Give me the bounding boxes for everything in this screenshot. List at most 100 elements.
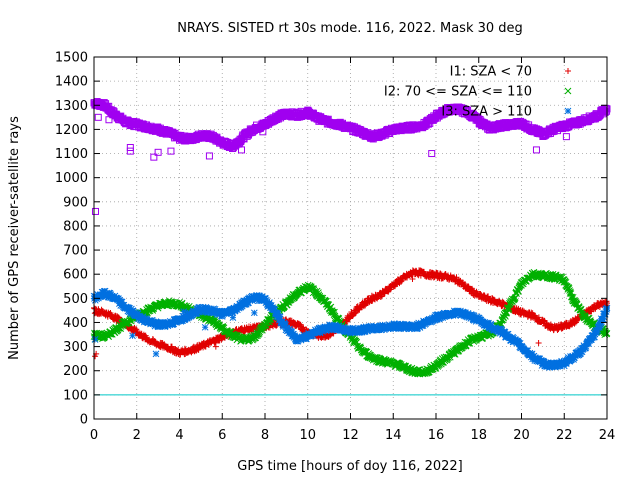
legend-marker-i1-sza-70 bbox=[565, 68, 571, 74]
data-point-i3-sza-110-outlier bbox=[152, 350, 160, 358]
x-tick-label: 22 bbox=[556, 428, 573, 443]
axis-ticks: 0100200300400500600700800900100011001200… bbox=[55, 51, 615, 444]
data-point-i2-70-sza-110 bbox=[360, 348, 368, 356]
y-tick-label: 0 bbox=[80, 413, 88, 428]
data-point-i3-sza-110 bbox=[262, 295, 269, 302]
series-all bbox=[90, 98, 611, 215]
data-point-all-outlier bbox=[105, 116, 113, 124]
data-point-i3-sza-110-outlier bbox=[91, 336, 99, 343]
y-tick-label: 1200 bbox=[55, 123, 88, 138]
x-tick-label: 0 bbox=[90, 428, 98, 443]
data-point-i3-sza-110 bbox=[516, 340, 524, 347]
y-tick-label: 1400 bbox=[55, 75, 88, 90]
data-point-i1-sza-70-outlier bbox=[535, 339, 542, 346]
legend-label-i1-sza-70: I1: SZA < 70 bbox=[450, 65, 532, 80]
y-tick-label: 100 bbox=[63, 388, 88, 403]
data-point-i3-sza-110 bbox=[597, 320, 605, 328]
data-point-all-outlier bbox=[259, 128, 267, 136]
data-point-i3-sza-110 bbox=[245, 299, 252, 307]
series-i3-sza-110 bbox=[90, 287, 611, 371]
data-point-i3-sza-110-outlier bbox=[250, 309, 258, 317]
data-point-i1-sza-70-outlier bbox=[409, 276, 416, 283]
x-tick-label: 2 bbox=[133, 428, 141, 443]
data-point-i3-sza-110 bbox=[241, 297, 248, 305]
x-tick-label: 4 bbox=[175, 428, 183, 443]
x-axis-label: GPS time [hours of doy 116, 2022] bbox=[237, 459, 462, 474]
legend-label-i2-70-sza-110: I2: 70 <= SZA <= 110 bbox=[384, 85, 532, 100]
data-point-all-outlier bbox=[532, 146, 540, 154]
y-tick-label: 300 bbox=[63, 340, 88, 355]
data-point-i3-sza-110 bbox=[600, 313, 608, 321]
data-point-i3-sza-110 bbox=[540, 358, 548, 366]
y-tick-label: 700 bbox=[63, 244, 88, 259]
data-point-all-outlier bbox=[562, 133, 570, 141]
data-point-i3-sza-110 bbox=[599, 315, 607, 323]
x-tick-label: 14 bbox=[385, 428, 402, 443]
plot-series bbox=[90, 98, 611, 378]
legend-marker-i2-70-sza-110 bbox=[564, 87, 572, 95]
x-tick-label: 18 bbox=[470, 428, 487, 443]
data-point-all-outlier bbox=[150, 153, 158, 161]
data-point-all-outlier bbox=[205, 152, 213, 160]
y-tick-label: 1300 bbox=[55, 99, 88, 114]
x-tick-label: 16 bbox=[428, 428, 445, 443]
x-tick-label: 20 bbox=[513, 428, 530, 443]
x-tick-label: 6 bbox=[218, 428, 226, 443]
data-point-all-outlier bbox=[126, 144, 134, 151]
data-point-i3-sza-110 bbox=[327, 322, 335, 329]
data-point-i3-sza-110 bbox=[601, 310, 609, 318]
data-point-all-outlier bbox=[94, 113, 102, 121]
data-point-i3-sza-110-outlier bbox=[201, 323, 209, 331]
data-point-i3-sza-110-outlier bbox=[229, 314, 237, 321]
data-point-i3-sza-110 bbox=[349, 324, 357, 332]
y-tick-label: 400 bbox=[63, 316, 88, 331]
data-point-i3-sza-110-outlier bbox=[560, 362, 568, 370]
y-axis-label: Number of GPS receiver-satellite rays bbox=[7, 116, 22, 360]
data-point-i3-sza-110 bbox=[457, 307, 464, 315]
y-tick-label: 500 bbox=[63, 292, 88, 307]
data-point-all-outlier bbox=[91, 207, 99, 215]
data-point-i2-70-sza-110 bbox=[566, 290, 574, 297]
data-point-i3-sza-110 bbox=[129, 307, 137, 315]
x-tick-label: 24 bbox=[599, 428, 616, 443]
data-point-i2-70-sza-110 bbox=[505, 306, 512, 314]
x-tick-label: 8 bbox=[261, 428, 269, 443]
data-point-all-outlier bbox=[126, 147, 134, 155]
y-tick-label: 200 bbox=[63, 364, 88, 379]
data-point-all-outlier bbox=[237, 146, 245, 154]
data-point-i3-sza-110-outlier bbox=[180, 308, 188, 315]
data-point-i3-sza-110 bbox=[390, 320, 398, 327]
data-point-i2-70-sza-110 bbox=[572, 299, 580, 306]
data-point-i3-sza-110 bbox=[282, 321, 289, 329]
y-tick-label: 1000 bbox=[55, 171, 88, 186]
data-point-all-outlier bbox=[167, 147, 175, 155]
data-point-i2-70-sza-110 bbox=[505, 305, 513, 312]
data-point-i3-sza-110-outlier bbox=[129, 332, 136, 340]
y-tick-label: 1500 bbox=[55, 51, 88, 66]
y-tick-label: 1100 bbox=[55, 147, 88, 162]
data-point-i2-70-sza-110 bbox=[315, 289, 322, 296]
chart-title: NRAYS. SISTED rt 30s mode. 116, 2022. Ma… bbox=[177, 21, 523, 36]
series-i2-70-sza-110 bbox=[90, 268, 611, 378]
data-point-i3-sza-110 bbox=[470, 312, 478, 319]
data-point-i3-sza-110 bbox=[179, 317, 186, 325]
data-point-i3-sza-110 bbox=[276, 313, 284, 321]
data-point-i3-sza-110 bbox=[591, 333, 598, 341]
data-point-i2-70-sza-110 bbox=[327, 303, 335, 311]
data-point-i3-sza-110 bbox=[487, 322, 495, 329]
data-point-i2-70-sza-110 bbox=[318, 294, 325, 302]
data-point-all-outlier bbox=[154, 148, 162, 156]
data-point-i1-sza-70-outlier bbox=[212, 343, 219, 350]
data-point-i3-sza-110 bbox=[118, 298, 126, 306]
y-tick-label: 900 bbox=[63, 195, 88, 210]
y-tick-label: 600 bbox=[63, 268, 88, 283]
data-point-i3-sza-110 bbox=[101, 287, 109, 295]
data-point-i3-sza-110 bbox=[538, 362, 546, 369]
legend-marker-i3-sza-110 bbox=[564, 107, 572, 115]
x-tick-label: 12 bbox=[342, 428, 359, 443]
x-tick-label: 10 bbox=[299, 428, 316, 443]
data-point-all-outlier bbox=[428, 150, 436, 158]
y-tick-label: 800 bbox=[63, 219, 88, 234]
data-point-i3-sza-110 bbox=[596, 324, 603, 331]
